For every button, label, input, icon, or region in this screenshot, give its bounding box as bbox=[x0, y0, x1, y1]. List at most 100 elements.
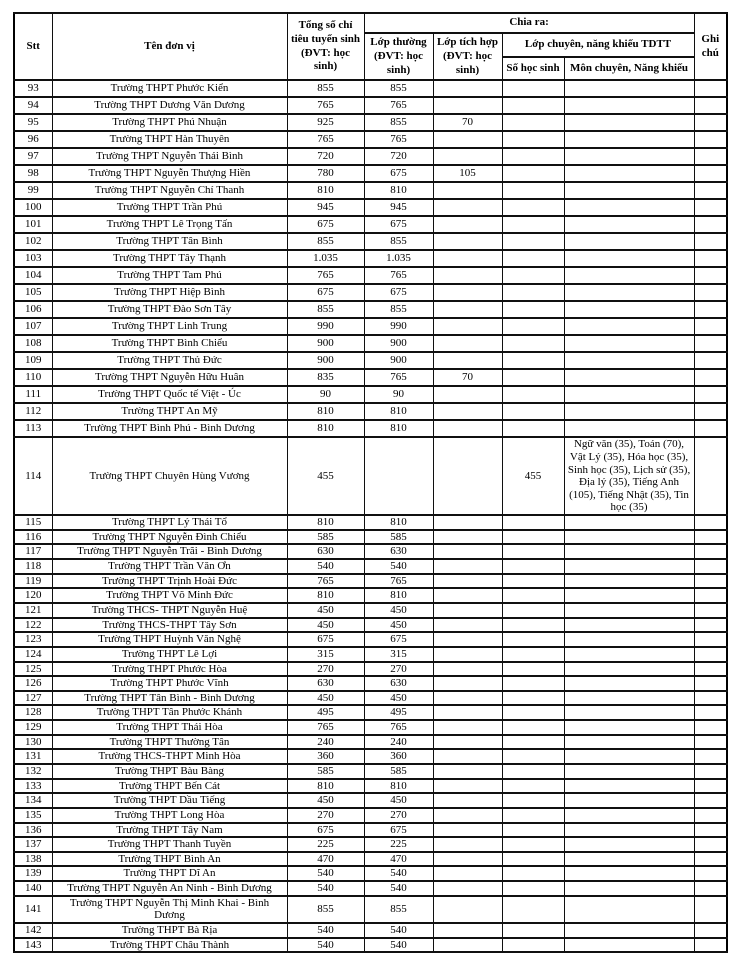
cell-regular: 810 bbox=[363, 402, 434, 422]
cell-integrated bbox=[432, 645, 503, 663]
cell-stt: 126 bbox=[13, 675, 53, 692]
cell-special_subjects bbox=[563, 660, 695, 678]
cell-name: Trường THPT Huỳnh Văn Nghệ bbox=[51, 631, 288, 648]
cell-regular: 675 bbox=[363, 631, 434, 648]
cell-stt: 94 bbox=[13, 96, 53, 116]
cell-total: 450 bbox=[286, 792, 365, 809]
cell-regular: 675 bbox=[363, 821, 434, 839]
cell-integrated bbox=[432, 334, 503, 354]
cell-name: Trường THPT Tân Bình bbox=[51, 232, 288, 252]
cell-integrated bbox=[432, 704, 503, 722]
cell-note bbox=[693, 402, 728, 422]
cell-stt: 117 bbox=[13, 543, 53, 560]
cell-integrated bbox=[432, 283, 503, 303]
cell-note bbox=[693, 748, 728, 765]
cell-stt: 105 bbox=[13, 283, 53, 303]
cell-special_count bbox=[501, 334, 565, 354]
cell-name: Trường THPT Phước Hòa bbox=[51, 660, 288, 678]
cell-stt: 118 bbox=[13, 558, 53, 575]
cell-regular: 495 bbox=[363, 704, 434, 722]
table-row: 95 Trường THPT Phú Nhuận 925 855 70 bbox=[13, 113, 728, 133]
cell-special_count bbox=[501, 130, 565, 150]
cell-special_count bbox=[501, 792, 565, 809]
cell-total: 855 bbox=[286, 79, 365, 99]
cell-stt: 136 bbox=[13, 821, 53, 839]
cell-special_count bbox=[501, 249, 565, 269]
cell-note bbox=[693, 704, 728, 722]
table-row: 121 Trường THCS- THPT Nguyễn Huệ 450 450 bbox=[13, 601, 728, 619]
cell-integrated bbox=[432, 880, 503, 897]
cell-total: 240 bbox=[286, 733, 365, 751]
table-row: 109 Trường THPT Thủ Đức 900 900 bbox=[13, 351, 728, 371]
cell-special_subjects bbox=[563, 880, 695, 897]
cell-special_subjects bbox=[563, 419, 695, 439]
cell-total: 810 bbox=[286, 181, 365, 201]
cell-regular bbox=[363, 436, 434, 517]
table-row: 117 Trường THPT Nguyễn Trãi - Bình Dương 6… bbox=[13, 543, 728, 560]
cell-name: Trường THPT Linh Trung bbox=[51, 317, 288, 337]
cell-regular: 720 bbox=[363, 147, 434, 167]
cell-integrated bbox=[432, 763, 503, 780]
cell-total: 455 bbox=[286, 436, 365, 517]
cell-name: Trường THPT Long Hòa bbox=[51, 806, 288, 824]
cell-special_subjects bbox=[563, 558, 695, 575]
cell-special_subjects bbox=[563, 283, 695, 303]
cell-special_subjects bbox=[563, 164, 695, 184]
cell-name: Trường THPT Trần Phú bbox=[51, 198, 288, 218]
cell-name: Trường THPT Dương Văn Dương bbox=[51, 96, 288, 116]
table-row: 105 Trường THPT Hiệp Bình 675 675 bbox=[13, 283, 728, 303]
cell-integrated bbox=[432, 528, 503, 546]
table-row: 127 Trường THPT Tân Bình - Bình Dương 450 4… bbox=[13, 689, 728, 707]
cell-special_count bbox=[501, 806, 565, 824]
cell-special_count bbox=[501, 572, 565, 590]
cell-special_count bbox=[501, 558, 565, 575]
table-row: 126 Trường THPT Phước Vĩnh 630 630 bbox=[13, 675, 728, 692]
cell-stt: 109 bbox=[13, 351, 53, 371]
cell-total: 270 bbox=[286, 806, 365, 824]
cell-regular: 810 bbox=[363, 777, 434, 795]
cell-stt: 106 bbox=[13, 300, 53, 320]
cell-note bbox=[693, 806, 728, 824]
cell-special_subjects bbox=[563, 719, 695, 736]
table-row: 110 Trường THPT Nguyễn Hữu Huân 835 765 70 bbox=[13, 368, 728, 388]
cell-special_count bbox=[501, 616, 565, 634]
cell-stt: 96 bbox=[13, 130, 53, 150]
cell-special_count bbox=[501, 215, 565, 235]
cell-regular: 585 bbox=[363, 763, 434, 780]
cell-special_count bbox=[501, 880, 565, 897]
cell-special_count bbox=[501, 96, 565, 116]
cell-name: Trường THPT Châu Thành bbox=[51, 936, 288, 953]
cell-note bbox=[693, 419, 728, 439]
table-row: 123 Trường THPT Huỳnh Văn Nghệ 675 675 bbox=[13, 631, 728, 648]
cell-total: 945 bbox=[286, 198, 365, 218]
cell-special_subjects bbox=[563, 232, 695, 252]
cell-total: 855 bbox=[286, 232, 365, 252]
cell-total: 540 bbox=[286, 865, 365, 883]
cell-regular: 540 bbox=[363, 880, 434, 897]
cell-note bbox=[693, 130, 728, 150]
cell-stt: 131 bbox=[13, 748, 53, 765]
cell-stt: 130 bbox=[13, 733, 53, 751]
cell-note bbox=[693, 660, 728, 678]
cell-regular: 675 bbox=[363, 283, 434, 303]
cell-stt: 143 bbox=[13, 936, 53, 953]
table-row: 101 Trường THPT Lê Trọng Tấn 675 675 bbox=[13, 215, 728, 235]
table-row: 106 Trường THPT Đào Sơn Tây 855 855 bbox=[13, 300, 728, 320]
cell-name: Trường THPT Nguyễn Đình Chiểu bbox=[51, 528, 288, 546]
cell-name: Trường THPT Thường Tân bbox=[51, 733, 288, 751]
cell-regular: 765 bbox=[363, 368, 434, 388]
cell-total: 765 bbox=[286, 572, 365, 590]
cell-stt: 141 bbox=[13, 894, 53, 925]
cell-special_count bbox=[501, 198, 565, 218]
cell-total: 585 bbox=[286, 528, 365, 546]
cell-note bbox=[693, 777, 728, 795]
cell-regular: 765 bbox=[363, 96, 434, 116]
cell-note bbox=[693, 334, 728, 354]
cell-special_count bbox=[501, 368, 565, 388]
cell-note bbox=[693, 543, 728, 560]
cell-regular: 990 bbox=[363, 317, 434, 337]
cell-total: 540 bbox=[286, 558, 365, 575]
cell-special_subjects bbox=[563, 675, 695, 692]
cell-integrated bbox=[432, 865, 503, 883]
